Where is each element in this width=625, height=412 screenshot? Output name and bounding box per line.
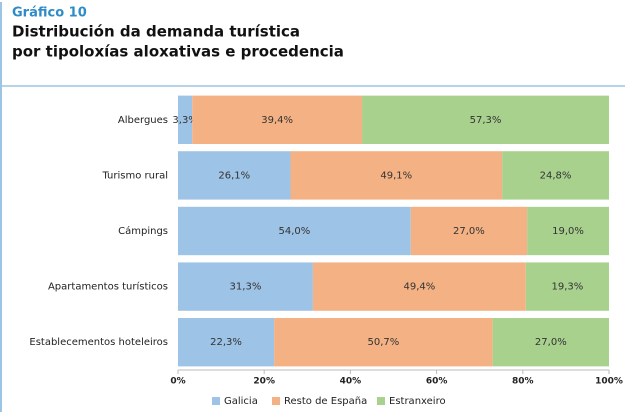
bar-segment	[178, 262, 313, 311]
data-label: 27,0%	[453, 226, 485, 237]
data-label: 49,4%	[403, 282, 435, 293]
x-tick-label: 60%	[426, 377, 448, 387]
bar-segment	[527, 206, 609, 256]
y-tick-label: Apartamentos turísticos	[48, 281, 168, 293]
data-label: 27,0%	[535, 337, 567, 348]
bar-segment	[178, 151, 291, 200]
data-label: 57,3%	[470, 115, 502, 126]
bar-segment	[362, 95, 609, 144]
data-label: 54,0%	[278, 226, 310, 237]
y-tick-label: Establecementos hoteleiros	[29, 337, 168, 348]
y-tick-label: Albergues	[118, 115, 168, 126]
x-tick-label: 100%	[595, 377, 623, 387]
legend-swatch	[377, 397, 385, 405]
data-label: 22,3%	[210, 337, 242, 348]
chart-title: Distribución da demanda turística	[12, 23, 300, 41]
legend-label: Galicia	[224, 396, 258, 407]
y-tick-label: Cámpings	[118, 225, 168, 237]
bar-segment	[178, 206, 411, 256]
chart-number: Gráfico 10	[12, 6, 87, 21]
data-label: 49,1%	[380, 170, 412, 181]
bar-segment	[192, 95, 363, 144]
legend-swatch	[212, 397, 220, 405]
data-label: 19,0%	[552, 226, 584, 237]
bar-segment	[178, 318, 275, 367]
bar-segment	[492, 318, 609, 367]
legend-label: Resto de España	[284, 396, 367, 407]
bar-segment	[178, 95, 193, 144]
data-label: 24,8%	[540, 170, 572, 181]
y-tick-label: Turismo rural	[101, 170, 168, 181]
data-label: 31,3%	[230, 282, 262, 293]
x-tick-label: 80%	[512, 377, 534, 387]
data-label: 26,1%	[218, 170, 250, 181]
bar-segment	[502, 151, 609, 200]
x-tick-label: 40%	[340, 377, 362, 387]
bar-segment	[274, 318, 493, 367]
data-label: 19,3%	[552, 282, 584, 293]
bar-segment	[312, 262, 526, 311]
bar-segment	[290, 151, 503, 200]
legend-swatch	[272, 397, 280, 405]
data-label: 50,7%	[367, 337, 399, 348]
chart-title: por tipoloxías aloxativas e procedencia	[12, 43, 344, 61]
bar-segment	[525, 262, 609, 311]
bar-segment	[410, 206, 528, 256]
data-label: 39,4%	[261, 115, 293, 126]
data-label: 3,3%	[172, 115, 197, 126]
x-tick-label: 20%	[253, 377, 275, 387]
x-tick-label: 0%	[170, 377, 185, 387]
legend-label: Estranxeiro	[389, 396, 446, 407]
